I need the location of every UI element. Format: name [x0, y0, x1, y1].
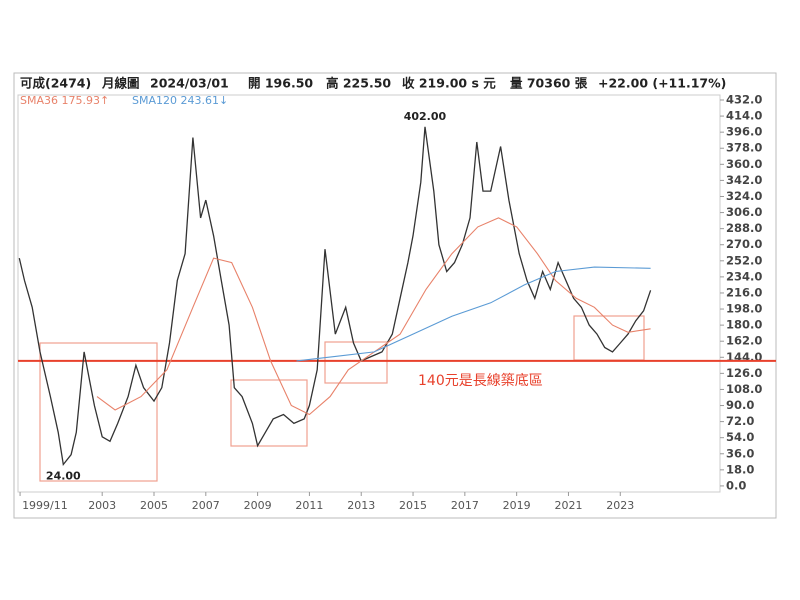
price-line	[18, 126, 652, 467]
x-tick-label: 2017	[451, 499, 479, 512]
y-tick-label: 396.0	[726, 125, 762, 139]
y-tick-label: 126.0	[726, 366, 762, 380]
x-tick-label: 2015	[399, 499, 427, 512]
y-tick-label: 180.0	[726, 318, 762, 332]
y-tick-label: 306.0	[726, 205, 762, 219]
y-tick-label: 72.0	[726, 414, 754, 428]
y-tick-label: 252.0	[726, 253, 762, 267]
x-tick-label: 2013	[347, 499, 375, 512]
x-tick-label: 2019	[503, 499, 531, 512]
x-tick-label: 2005	[140, 499, 168, 512]
x-tick-label: 2023	[606, 499, 634, 512]
plot-frame	[17, 94, 721, 493]
header-item: 月線圖	[101, 76, 140, 91]
header-item: 開 196.50	[248, 76, 313, 91]
y-tick-label: 432.0	[726, 93, 762, 107]
y-tick-label: 54.0	[726, 430, 754, 444]
header-item: 2024/03/01	[150, 76, 229, 91]
y-tick-label: 324.0	[726, 189, 762, 203]
x-tick-label: 1999/11	[22, 499, 68, 512]
y-tick-label: 36.0	[726, 446, 754, 460]
x-tick-label: 2009	[244, 499, 272, 512]
header-item: 量 70360 張	[510, 76, 588, 91]
y-tick-label: 216.0	[726, 285, 762, 299]
y-tick-label: 288.0	[726, 221, 762, 235]
header-item: 收 219.00 s 元	[402, 76, 496, 91]
sma-line	[296, 266, 651, 362]
y-tick-label: 270.0	[726, 237, 762, 251]
y-tick-label: 234.0	[726, 269, 762, 283]
y-tick-label: 378.0	[726, 141, 762, 155]
header-item: 可成(2474)	[20, 76, 91, 91]
y-tick-label: 90.0	[726, 398, 754, 412]
y-tick-label: 0.0	[726, 478, 746, 492]
header-item: 高 225.50	[326, 76, 391, 91]
header-item: +22.00 (+11.17%)	[598, 76, 726, 91]
chart-frame	[13, 72, 777, 519]
range-box	[39, 342, 158, 482]
y-tick-label: 108.0	[726, 382, 762, 396]
range-box	[324, 341, 388, 384]
y-tick-label: 360.0	[726, 157, 762, 171]
y-tick-label: 342.0	[726, 173, 762, 187]
y-tick-label: 414.0	[726, 109, 762, 123]
y-tick-label: 162.0	[726, 334, 762, 348]
legend-entry: SMA36 175.93↑	[20, 94, 109, 107]
legend-entry: SMA120 243.61↓	[132, 94, 228, 107]
y-tick-label: 198.0	[726, 302, 762, 316]
x-tick-label: 2003	[88, 499, 116, 512]
x-tick-label: 2021	[554, 499, 582, 512]
x-tick-label: 2007	[192, 499, 220, 512]
annotation: 402.00	[404, 110, 447, 123]
y-tick-label: 18.0	[726, 462, 754, 476]
x-tick-label: 2011	[295, 499, 323, 512]
support-label: 140元是長線築底區	[418, 373, 543, 389]
annotation: 24.00	[46, 469, 81, 482]
